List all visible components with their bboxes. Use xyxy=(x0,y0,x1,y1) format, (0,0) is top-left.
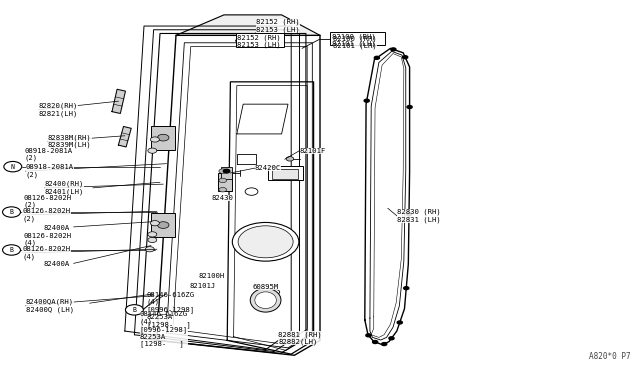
Text: 82100 (RH)
82101 (LH): 82100 (RH) 82101 (LH) xyxy=(332,33,375,48)
Circle shape xyxy=(3,245,20,255)
Text: 82400A: 82400A xyxy=(44,261,70,267)
Circle shape xyxy=(145,247,154,252)
Circle shape xyxy=(3,207,20,217)
Circle shape xyxy=(391,48,396,51)
Text: 82400(RH)
82401(LH): 82400(RH) 82401(LH) xyxy=(45,181,84,195)
Text: 08126-8202H
(2): 08126-8202H (2) xyxy=(24,195,72,208)
Text: 82881 (RH)
82882(LH): 82881 (RH) 82882(LH) xyxy=(278,331,322,345)
Ellipse shape xyxy=(255,292,276,308)
Circle shape xyxy=(271,289,280,295)
Circle shape xyxy=(148,237,157,243)
Text: N: N xyxy=(11,164,15,170)
Circle shape xyxy=(150,137,159,142)
Text: 82838M(RH)
82839M(LH): 82838M(RH) 82839M(LH) xyxy=(48,134,92,148)
Circle shape xyxy=(366,334,371,337)
Circle shape xyxy=(219,169,227,173)
Circle shape xyxy=(148,148,157,153)
Text: 82152 (RH)
82153 (LH): 82152 (RH) 82153 (LH) xyxy=(256,19,300,33)
Text: 08146-616ZG
(4)
[0996-1298]
82253A
[1298-   ]: 08146-616ZG (4) [0996-1298] 82253A [1298… xyxy=(147,292,195,328)
Text: 82820(RH)
82821(LH): 82820(RH) 82821(LH) xyxy=(38,103,78,117)
Circle shape xyxy=(223,169,230,173)
Text: 08146-616ZG
(4)
[0996-1298]
82253A
[1298-   ]: 08146-616ZG (4) [0996-1298] 82253A [1298… xyxy=(140,311,188,347)
Circle shape xyxy=(389,337,394,340)
Circle shape xyxy=(125,305,143,315)
Circle shape xyxy=(372,340,378,343)
Polygon shape xyxy=(112,89,125,113)
Text: 08126-8202H
(2): 08126-8202H (2) xyxy=(22,208,70,222)
Text: 82101F: 82101F xyxy=(300,148,326,154)
Bar xyxy=(151,125,175,150)
Circle shape xyxy=(219,178,227,183)
Text: B: B xyxy=(10,209,13,215)
Circle shape xyxy=(238,226,293,258)
Text: B: B xyxy=(10,247,13,253)
Text: B: B xyxy=(132,307,136,313)
Circle shape xyxy=(364,99,369,102)
Text: 08918-2081A
(2): 08918-2081A (2) xyxy=(26,164,74,178)
Circle shape xyxy=(397,321,403,324)
Text: 82430: 82430 xyxy=(211,195,233,201)
Bar xyxy=(218,173,232,191)
Text: 82420C: 82420C xyxy=(255,165,281,171)
Text: 82830 (RH)
82831 (LH): 82830 (RH) 82831 (LH) xyxy=(397,209,440,223)
Circle shape xyxy=(374,56,380,59)
Text: 82400QA(RH)
82400Q (LH): 82400QA(RH) 82400Q (LH) xyxy=(26,299,74,313)
Text: 82100H: 82100H xyxy=(198,273,225,279)
Bar xyxy=(330,32,385,45)
Circle shape xyxy=(150,221,159,226)
Text: 82152 (RH)
82153 (LH): 82152 (RH) 82153 (LH) xyxy=(237,34,280,48)
Bar xyxy=(151,213,175,237)
Circle shape xyxy=(245,188,258,195)
Text: 82100 (RH)
82101 (LH): 82100 (RH) 82101 (LH) xyxy=(333,35,376,49)
Polygon shape xyxy=(176,15,320,35)
Polygon shape xyxy=(237,104,288,134)
Text: A820*0 P7: A820*0 P7 xyxy=(589,352,630,361)
Text: 08126-8202H
(4): 08126-8202H (4) xyxy=(22,246,70,260)
Bar xyxy=(236,33,284,46)
Text: 60895M: 60895M xyxy=(253,284,279,290)
Bar xyxy=(268,166,303,180)
Text: 82400A: 82400A xyxy=(44,225,70,231)
Circle shape xyxy=(406,212,412,215)
Circle shape xyxy=(219,187,227,192)
Text: 08126-8202H
(4): 08126-8202H (4) xyxy=(24,233,72,246)
Bar xyxy=(272,169,298,179)
Circle shape xyxy=(286,157,294,161)
Text: 08918-2081A
(2): 08918-2081A (2) xyxy=(25,148,73,161)
Circle shape xyxy=(232,222,299,261)
Circle shape xyxy=(381,343,387,346)
Circle shape xyxy=(407,106,412,109)
Circle shape xyxy=(148,232,157,237)
Polygon shape xyxy=(118,126,131,147)
Bar xyxy=(221,167,232,179)
Circle shape xyxy=(157,222,169,228)
Circle shape xyxy=(404,287,409,290)
Ellipse shape xyxy=(250,288,281,312)
Text: 82101J: 82101J xyxy=(189,283,216,289)
Circle shape xyxy=(157,134,169,141)
Circle shape xyxy=(4,161,22,172)
Circle shape xyxy=(403,56,408,59)
